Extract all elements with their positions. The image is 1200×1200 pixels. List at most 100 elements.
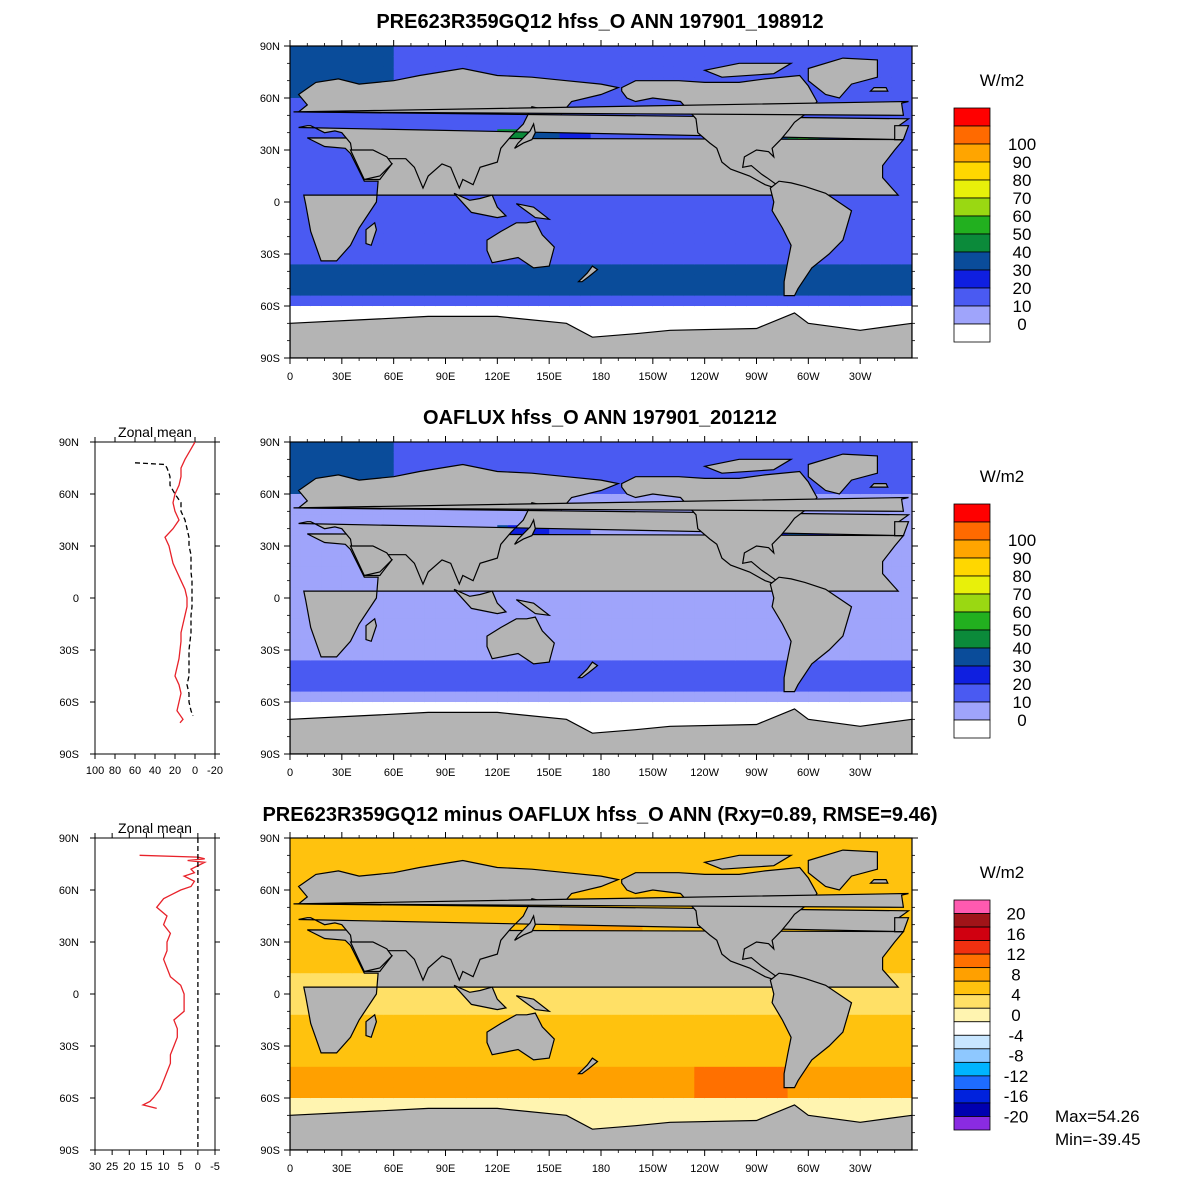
ocean-cell	[331, 525, 343, 537]
ocean-cell	[372, 295, 384, 307]
ocean-cell	[538, 858, 550, 870]
ocean-cell	[559, 452, 571, 464]
ocean-cell	[652, 660, 664, 672]
ocean-cell	[466, 222, 478, 234]
ocean-cell	[601, 525, 612, 537]
ocean-cell	[487, 838, 498, 849]
ocean-cell	[663, 46, 675, 57]
ocean-cell	[549, 691, 561, 703]
ocean-cell	[414, 56, 426, 68]
ocean-cell	[300, 702, 312, 713]
ocean-cell	[663, 285, 675, 297]
ocean-cell	[404, 1098, 415, 1109]
ocean-cell	[341, 952, 353, 964]
ocean-cell	[611, 587, 623, 599]
ocean-cell	[300, 181, 312, 193]
ocean-cell	[580, 691, 592, 703]
ocean-cell	[683, 222, 695, 234]
panel-title: PRE623R359GQ12 hfss_O ANN 197901_198912	[376, 11, 823, 33]
ocean-cell	[590, 639, 602, 651]
ocean-cell	[507, 212, 519, 224]
ocean-cell	[331, 1087, 343, 1099]
colorbar-swatch	[953, 305, 991, 325]
ocean-cell	[372, 46, 384, 57]
ocean-cell	[611, 525, 623, 537]
ocean-cell	[756, 452, 768, 464]
ocean-cell	[673, 494, 685, 505]
ocean-cell	[518, 129, 530, 141]
ocean-cell	[787, 46, 799, 57]
ocean-cell	[383, 108, 395, 120]
ocean-cell	[290, 254, 301, 265]
ocean-cell	[746, 243, 758, 255]
ocean-cell	[300, 848, 312, 860]
ocean-cell	[860, 233, 872, 245]
ocean-cell	[310, 556, 322, 568]
ocean-cell	[549, 1087, 561, 1099]
ocean-cell	[310, 452, 322, 464]
ocean-cell	[497, 598, 509, 609]
ocean-cell	[901, 150, 912, 161]
lon-label: 30W	[849, 371, 872, 383]
ocean-cell	[590, 1046, 602, 1057]
ocean-cell	[476, 702, 488, 713]
ocean-cell	[393, 618, 405, 630]
ocean-cell	[601, 452, 612, 464]
ocean-cell	[352, 285, 364, 297]
ocean-cell	[901, 514, 912, 526]
ocean-cell	[404, 1087, 415, 1099]
ocean-cell	[569, 921, 581, 933]
ocean-cell	[870, 639, 882, 651]
ocean-cell	[870, 254, 882, 265]
ocean-cell	[756, 691, 768, 703]
ocean-cell	[538, 306, 550, 317]
ocean-cell	[487, 618, 498, 630]
ocean-cell	[341, 1066, 353, 1078]
ocean-cell	[414, 295, 426, 307]
ocean-cell	[310, 681, 322, 693]
ocean-cell	[528, 1098, 540, 1109]
ocean-cell	[435, 1014, 447, 1026]
ocean-cell	[818, 264, 830, 276]
ocean-cell	[290, 274, 301, 286]
ocean-cell	[476, 639, 488, 651]
zonal-y-label: 60N	[59, 489, 79, 501]
ocean-cell	[300, 473, 312, 485]
ocean-cell	[559, 1066, 571, 1078]
ocean-cell	[860, 639, 872, 651]
ocean-cell	[341, 650, 353, 661]
ocean-cell	[766, 212, 778, 224]
ocean-cell	[341, 848, 353, 860]
ocean-cell	[362, 838, 374, 849]
ocean-cell	[746, 191, 758, 203]
ocean-cell	[455, 1056, 467, 1068]
ocean-cell	[632, 681, 644, 693]
ocean-cell	[487, 274, 498, 286]
ocean-cell	[362, 295, 374, 307]
ocean-cell	[518, 838, 530, 849]
ocean-cell	[362, 306, 374, 317]
ocean-cell	[538, 46, 550, 57]
ocean-cell	[310, 942, 322, 953]
ocean-cell	[735, 442, 747, 453]
ocean-cell	[694, 233, 706, 245]
ocean-cell	[880, 670, 892, 682]
ocean-cell	[372, 650, 384, 661]
ocean-cell	[538, 191, 550, 203]
ocean-cell	[331, 108, 343, 120]
ocean-cell	[310, 285, 322, 297]
ocean-cell	[746, 691, 758, 703]
colorbar-swatch	[953, 179, 991, 199]
ocean-cell	[341, 1056, 353, 1068]
ocean-cell	[414, 1098, 426, 1109]
panel-observation: OAFLUX hfss_O ANN 197901_201212 90N60N30…	[59, 407, 1036, 779]
ocean-cell	[497, 212, 509, 224]
ocean-cell	[569, 1014, 581, 1026]
ocean-cell	[476, 1098, 488, 1109]
ocean-cell	[766, 618, 778, 630]
ocean-cell	[704, 650, 716, 661]
ocean-cell	[300, 942, 312, 953]
ocean-cell	[611, 858, 623, 870]
ocean-cell	[362, 462, 374, 474]
ocean-cell	[424, 46, 436, 57]
